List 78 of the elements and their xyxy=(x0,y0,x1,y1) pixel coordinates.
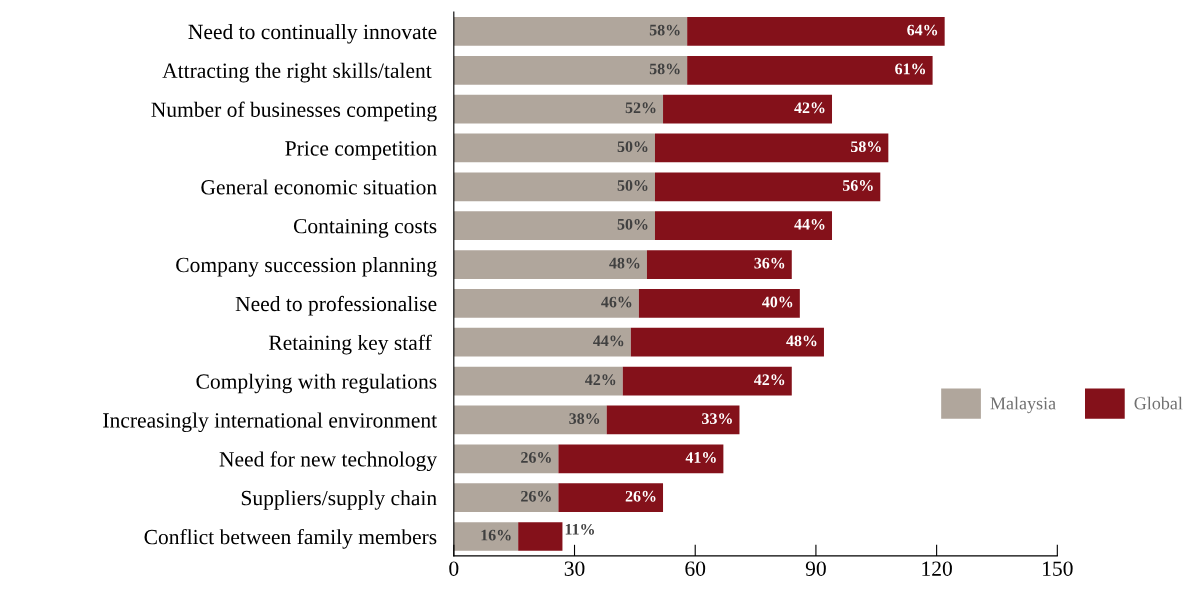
data-label: 44% xyxy=(593,335,624,347)
x-tick-label: 0 xyxy=(449,561,459,576)
bar xyxy=(453,483,559,513)
bar xyxy=(453,172,655,202)
bar xyxy=(630,327,824,357)
x-tick-label: 120 xyxy=(922,561,952,576)
data-label: 40% xyxy=(762,296,793,308)
bar xyxy=(518,522,563,551)
bar xyxy=(558,444,724,474)
y-tick-label: General economic situation xyxy=(201,179,437,195)
bar xyxy=(453,211,655,241)
data-label: 52% xyxy=(625,102,656,114)
data-label: 48% xyxy=(786,335,817,347)
data-label: 42% xyxy=(794,102,825,114)
bar xyxy=(663,94,833,124)
y-tick-label: Retaining key staff xyxy=(268,334,432,355)
legend-label: Malaysia xyxy=(990,396,1056,414)
y-tick-label: Complying with regulations xyxy=(196,373,437,394)
data-label: 42% xyxy=(754,374,785,386)
y-tick-label: Need for new technology xyxy=(219,451,438,472)
bar xyxy=(622,366,792,396)
bar xyxy=(638,289,800,318)
bar xyxy=(453,289,639,318)
bar xyxy=(687,17,945,46)
data-label: 26% xyxy=(521,490,551,502)
y-tick-label: Conflict between family members xyxy=(144,528,437,549)
data-label: 46% xyxy=(601,296,632,308)
bar xyxy=(558,483,664,513)
data-label: 50% xyxy=(617,180,648,191)
data-label: 41% xyxy=(685,452,716,463)
data-label: 64% xyxy=(907,24,938,36)
y-tick-label: Suppliers/supply chain xyxy=(241,490,437,510)
bar xyxy=(453,366,623,396)
y-tick-label: Need to professionalise xyxy=(235,295,437,316)
bar xyxy=(453,444,559,474)
data-label: 26% xyxy=(521,452,551,463)
data-label: 11% xyxy=(565,523,595,535)
data-label: 58% xyxy=(649,24,680,36)
data-label: 38% xyxy=(569,413,600,424)
bar xyxy=(606,405,740,435)
x-tick-label: 60 xyxy=(685,561,706,576)
y-tick-label: Number of businesses competing xyxy=(151,101,437,122)
legend-label: Global xyxy=(1134,396,1183,410)
bar xyxy=(654,211,833,241)
data-label: 58% xyxy=(649,63,680,75)
y-tick-label: Price competition xyxy=(285,141,437,161)
bar xyxy=(453,405,607,435)
data-label: 16% xyxy=(481,529,511,541)
bar xyxy=(654,172,881,202)
y-tick-label: Need to continually innovate xyxy=(188,23,437,44)
bar xyxy=(453,327,631,357)
bar xyxy=(453,17,688,46)
bar xyxy=(453,94,664,124)
data-label: 33% xyxy=(702,413,732,424)
bar xyxy=(453,250,647,279)
bar xyxy=(453,55,688,85)
data-label: 44% xyxy=(794,218,825,230)
data-label: 42% xyxy=(585,374,616,386)
bar xyxy=(687,55,933,85)
y-tick-label: Containing costs xyxy=(293,218,437,238)
data-label: 26% xyxy=(625,490,656,502)
x-tick-label: 150 xyxy=(1043,561,1073,576)
y-tick-label: Attracting the right skills/talent xyxy=(162,62,432,83)
bar xyxy=(453,522,519,551)
data-label: 36% xyxy=(754,257,785,269)
data-label: 50% xyxy=(617,141,648,153)
bar xyxy=(453,133,655,163)
bar xyxy=(646,250,792,279)
data-label: 56% xyxy=(842,180,873,191)
data-label: 48% xyxy=(609,257,640,269)
bar xyxy=(654,133,889,163)
x-tick-label: 90 xyxy=(805,561,826,576)
y-tick-label: Increasingly international environment xyxy=(103,412,438,433)
y-tick-label: Company succession planning xyxy=(176,257,437,277)
data-label: 58% xyxy=(851,141,881,153)
data-label: 50% xyxy=(617,218,648,230)
data-label: 61% xyxy=(895,63,926,75)
x-tick-label: 30 xyxy=(564,561,585,576)
